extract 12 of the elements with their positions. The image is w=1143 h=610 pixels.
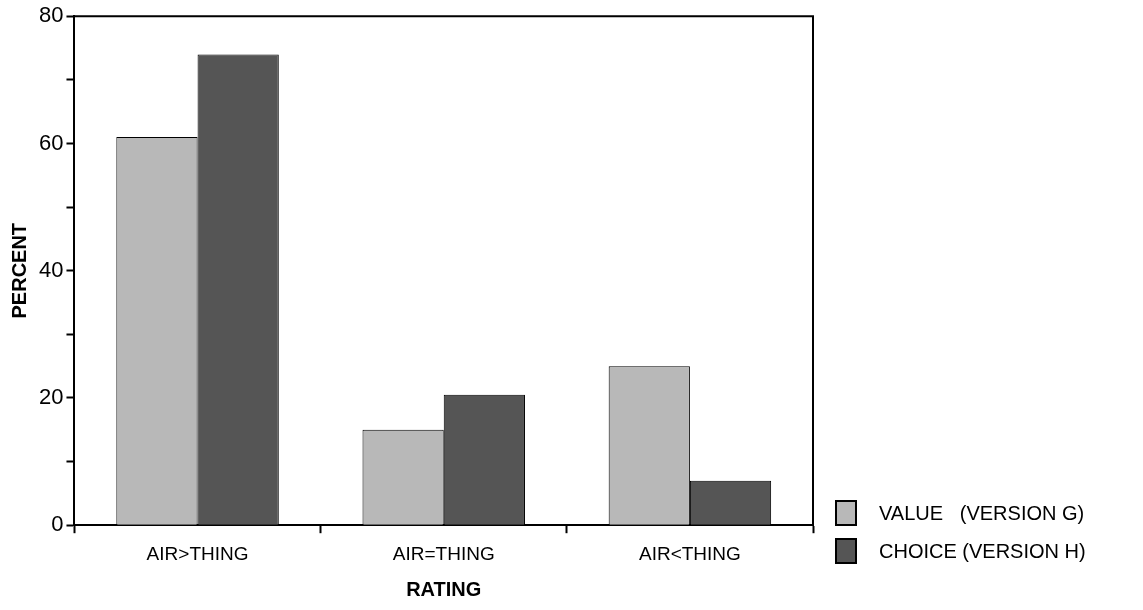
x-axis-title: RATING	[406, 577, 482, 600]
x-tick-label: AIR<THING	[638, 542, 741, 564]
y-tick-label: 40	[38, 256, 64, 282]
x-tick-label: AIR=THING	[392, 542, 495, 564]
y-tick-label: 20	[38, 384, 64, 410]
y-tick-label: 80	[38, 2, 64, 28]
y-tick-label: 60	[38, 129, 64, 155]
y-axis-title: PERCENT	[7, 222, 30, 319]
legend-label: VALUE (VERSION G)	[879, 501, 1085, 525]
y-tick-label: 0	[51, 511, 64, 537]
x-tick-label: AIR>THING	[146, 542, 249, 564]
legend-label: CHOICE (VERSION H)	[879, 539, 1086, 563]
